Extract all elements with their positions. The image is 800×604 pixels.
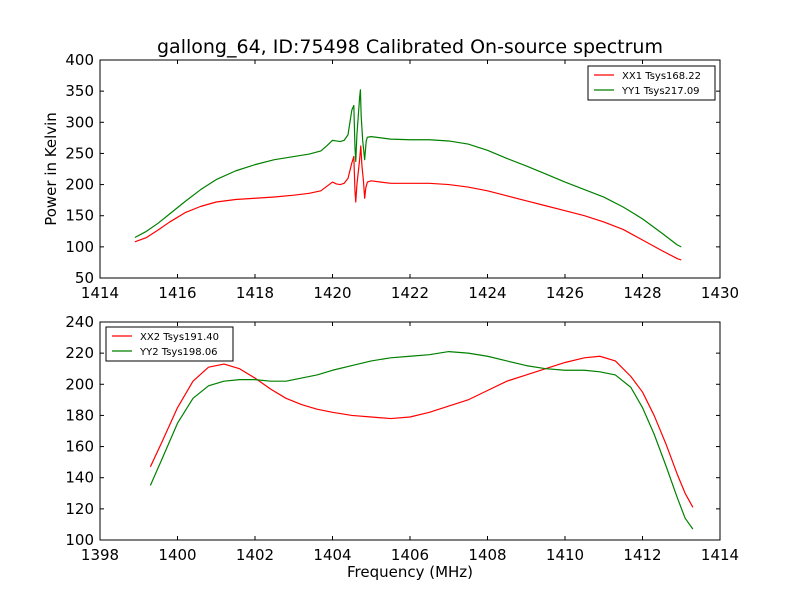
- series-line-1: [134, 145, 682, 261]
- y-tick-label: 150: [65, 207, 94, 225]
- y-tick-label: 400: [65, 51, 94, 69]
- x-tick-label: 1416: [158, 284, 196, 302]
- x-tick-label: 1414: [701, 546, 739, 564]
- y-tick-label: 220: [65, 344, 94, 362]
- y-tick-label: 200: [65, 176, 94, 194]
- x-tick-label: 1430: [701, 284, 739, 302]
- legend-label-2: YY1 Tsys217.09: [621, 86, 700, 97]
- legend-label-2: YY2 Tsys198.06: [139, 347, 218, 358]
- y-tick-label: 350: [65, 82, 94, 100]
- x-axis-title: Frequency (MHz): [347, 563, 473, 581]
- y-tick-label: 100: [65, 531, 94, 549]
- legend-label-1: XX1 Tsys168.22: [622, 71, 701, 82]
- chart-title: gallong_64, ID:75498 Calibrated On-sourc…: [157, 36, 663, 58]
- x-tick-label: 1400: [158, 546, 196, 564]
- y-tick-label: 120: [65, 500, 94, 518]
- series-line-1: [149, 355, 694, 508]
- x-tick-label: 1404: [313, 546, 351, 564]
- x-tick-label: 1406: [391, 546, 429, 564]
- x-tick-label: 1412: [623, 546, 661, 564]
- y-tick-label: 50: [75, 269, 94, 287]
- x-tick-label: 1420: [313, 284, 351, 302]
- bottom-panel: 1398 1400 1402 1404 1406 1408 1410 1412 1414 100 1…: [65, 313, 739, 581]
- legend-box: [105, 326, 234, 362]
- y-tick-label: 160: [65, 438, 94, 456]
- series-line-2: [134, 89, 682, 248]
- x-tick-label: 1424: [468, 284, 506, 302]
- y-tick-label: 140: [65, 469, 94, 487]
- x-tick-label: 1414: [81, 284, 119, 302]
- x-tick-label: 1402: [236, 546, 274, 564]
- x-tick-label: 1426: [546, 284, 584, 302]
- legend-label-1: XX2 Tsys191.40: [140, 332, 219, 343]
- x-tick-label: 1408: [468, 546, 506, 564]
- y-tick-label: 100: [65, 238, 94, 256]
- series-line-2: [149, 350, 694, 530]
- y-tick-label: 200: [65, 375, 94, 393]
- y-tick-label: 250: [65, 144, 94, 162]
- legend: XX2 Tsys191.40 YY2 Tsys198.06: [105, 326, 234, 362]
- y-axis-title: Power in Kelvin: [42, 112, 60, 226]
- legend-box: [587, 65, 716, 101]
- x-tick-label: 1428: [623, 284, 661, 302]
- x-tick-label: 1418: [236, 284, 274, 302]
- y-tick-label: 240: [65, 313, 94, 331]
- x-tick-label: 1422: [391, 284, 429, 302]
- y-tick-label: 300: [65, 113, 94, 131]
- x-tick-label: 1410: [546, 546, 584, 564]
- x-tick-label: 1398: [81, 546, 119, 564]
- top-panel: 1414 1416 1418 1420 1422 1424 1426 1428 1430 50 10…: [42, 51, 739, 302]
- y-tick-label: 180: [65, 406, 94, 424]
- legend: XX1 Tsys168.22 YY1 Tsys217.09: [587, 65, 716, 101]
